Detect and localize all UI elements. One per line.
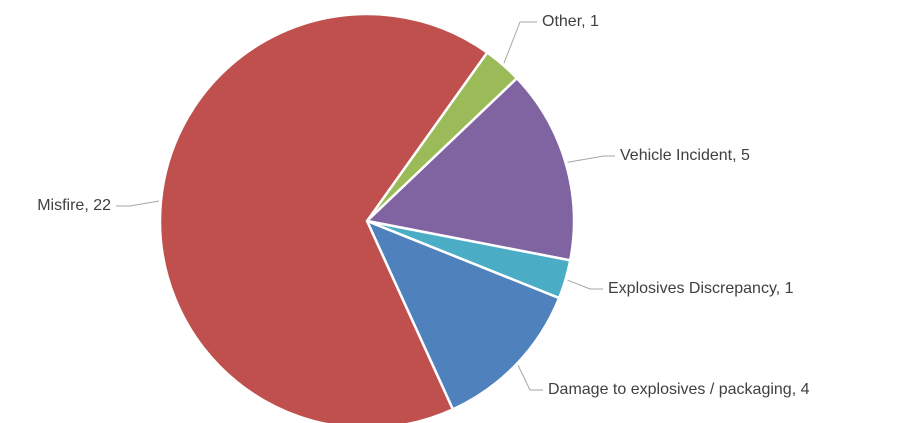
pie-slice: Damage to explosives / packaging bbox=[364, 218, 561, 412]
data-label: Explosives Discrepancy, 1 bbox=[608, 280, 794, 297]
leader-line bbox=[517, 365, 543, 391]
data-label: Damage to explosives / packaging, 4 bbox=[548, 381, 810, 398]
leader-line bbox=[567, 155, 615, 163]
pie-slice: Vehicle Incident bbox=[364, 76, 576, 262]
data-label: Other, 1 bbox=[542, 13, 599, 30]
leader-line bbox=[503, 21, 537, 64]
pie-slice: Misfire bbox=[158, 12, 489, 423]
data-label: Misfire, 22 bbox=[37, 197, 111, 214]
data-label: Vehicle Incident, 5 bbox=[620, 147, 750, 164]
leader-line bbox=[567, 279, 603, 290]
leader-line bbox=[116, 200, 160, 207]
